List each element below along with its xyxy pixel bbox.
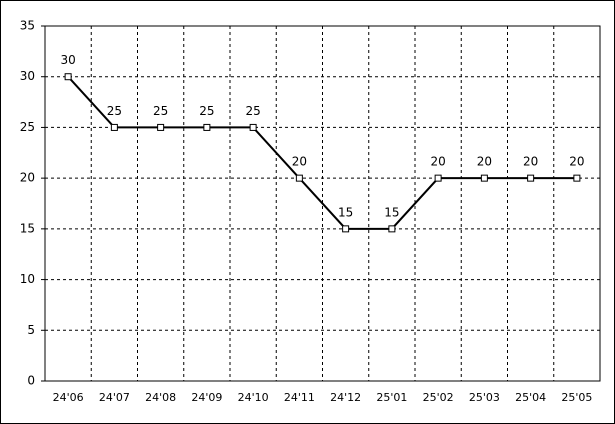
x-tick-label: 25'03 bbox=[469, 391, 500, 404]
y-tick-label: 0 bbox=[27, 374, 35, 388]
marker bbox=[295, 174, 303, 182]
x-tick-label: 24'12 bbox=[330, 391, 361, 404]
x-tick-label: 25'04 bbox=[515, 391, 546, 404]
data-label: 25 bbox=[107, 104, 122, 118]
marker bbox=[573, 174, 581, 182]
y-tick-label: 20 bbox=[20, 171, 35, 185]
marker bbox=[157, 123, 165, 131]
x-tick-label: 25'01 bbox=[376, 391, 407, 404]
data-label: 15 bbox=[384, 205, 399, 219]
plot-area bbox=[44, 25, 601, 382]
x-tick-label: 24'07 bbox=[99, 391, 130, 404]
x-tick-label: 24'08 bbox=[145, 391, 176, 404]
y-tick-label: 15 bbox=[20, 221, 35, 235]
data-label: 15 bbox=[338, 205, 353, 219]
x-tick-label: 24'09 bbox=[191, 391, 222, 404]
y-tick-label: 35 bbox=[20, 19, 35, 33]
marker bbox=[249, 123, 257, 131]
data-label: 20 bbox=[569, 155, 584, 169]
y-tick-label: 25 bbox=[20, 120, 35, 134]
data-label: 20 bbox=[477, 155, 492, 169]
marker bbox=[64, 73, 72, 81]
x-tick-label: 24'06 bbox=[53, 391, 84, 404]
marker bbox=[110, 123, 118, 131]
data-label: 20 bbox=[430, 155, 445, 169]
data-label: 25 bbox=[245, 104, 260, 118]
x-tick-label: 25'02 bbox=[423, 391, 454, 404]
x-tick-label: 24'10 bbox=[238, 391, 269, 404]
y-tick-label: 30 bbox=[20, 69, 35, 83]
marker bbox=[342, 225, 350, 233]
marker bbox=[203, 123, 211, 131]
line bbox=[67, 76, 577, 230]
x-tick-label: 25'05 bbox=[561, 391, 592, 404]
x-tick-label: 24'11 bbox=[284, 391, 315, 404]
y-tick-label: 10 bbox=[20, 272, 35, 286]
marker bbox=[527, 174, 535, 182]
data-label: 20 bbox=[523, 155, 538, 169]
data-label: 20 bbox=[292, 155, 307, 169]
marker bbox=[480, 174, 488, 182]
marker bbox=[434, 174, 442, 182]
y-tick-label: 5 bbox=[27, 323, 35, 337]
data-label: 25 bbox=[153, 104, 168, 118]
marker bbox=[388, 225, 396, 233]
data-label: 30 bbox=[60, 53, 75, 67]
data-label: 25 bbox=[199, 104, 214, 118]
